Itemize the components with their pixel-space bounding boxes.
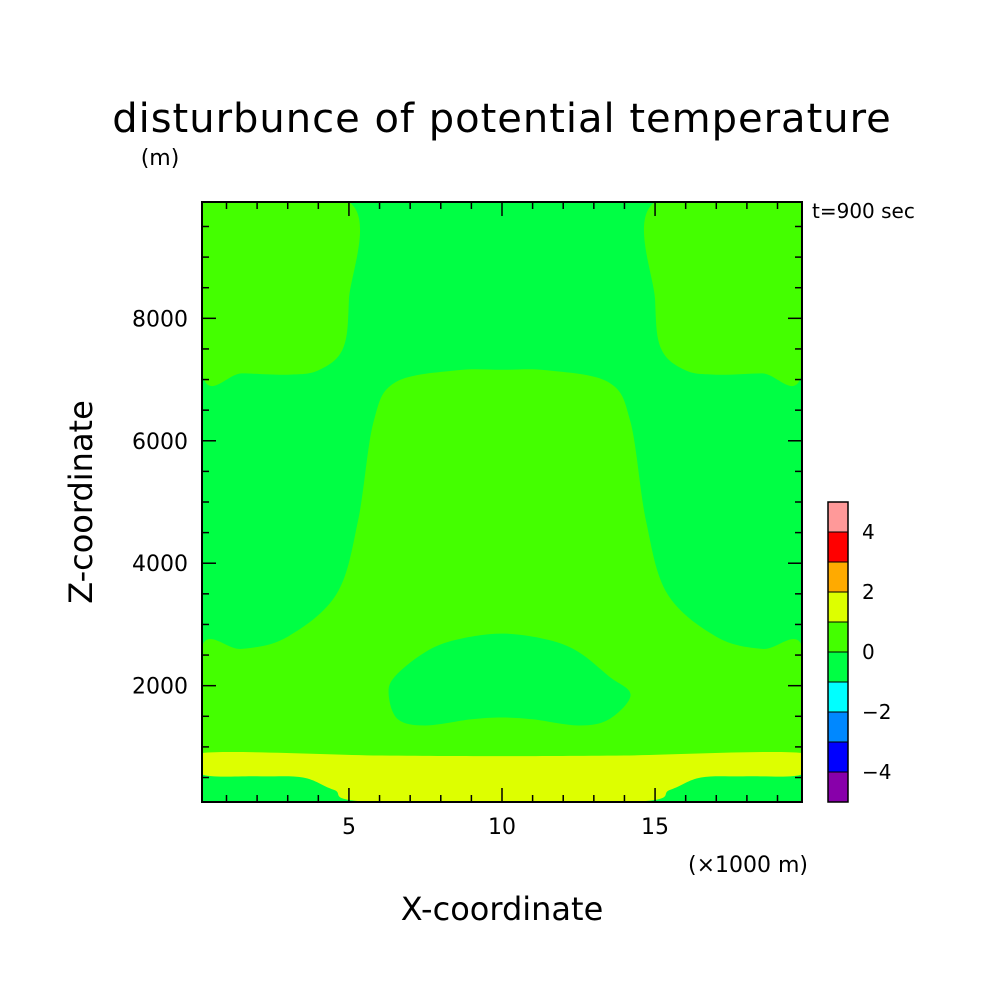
- x-axis-title: X-coordinate: [401, 890, 604, 928]
- colorbar-tick-label: −4: [862, 760, 891, 784]
- colorbar-swatch: [828, 592, 848, 622]
- x-tick-label: 10: [488, 815, 516, 840]
- colorbar-swatch: [828, 742, 848, 772]
- colorbar-swatch: [828, 682, 848, 712]
- contour-regions: [202, 202, 802, 802]
- colorbar-swatch: [828, 712, 848, 742]
- x-tick-label: 5: [342, 815, 356, 840]
- plot-area: [201, 201, 803, 803]
- colorbar-swatch: [828, 622, 848, 652]
- minor-ticks: [202, 202, 802, 802]
- y-axis-title: Z-coordinate: [62, 400, 100, 604]
- z-units-label: (m): [141, 146, 180, 171]
- colorbar: −4 −2 0 2 4: [827, 501, 891, 803]
- y-tick-label: 6000: [132, 430, 188, 455]
- colorbar-swatch: [828, 502, 848, 532]
- x-tick-label: 15: [641, 815, 669, 840]
- y-tick-label: 4000: [132, 552, 188, 577]
- colorbar-swatch: [828, 772, 848, 802]
- colorbar-tick-label: 2: [862, 580, 875, 604]
- contour-region-upper-left: [202, 202, 361, 387]
- colorbar-swatch: [828, 532, 848, 562]
- y-tick-label: 2000: [132, 675, 188, 700]
- contour-region-low-bubble: [388, 633, 631, 726]
- x-axis: 5 10 15: [342, 815, 669, 840]
- colorbar-tick-label: 4: [862, 520, 875, 544]
- contour-region-surface-warm-layer: [202, 752, 802, 802]
- colorbar-tick-label: −2: [862, 700, 891, 724]
- colorbar-swatch: [828, 562, 848, 592]
- contour-region-central-bulge: [202, 369, 802, 770]
- x-units-label: (×1000 m): [688, 853, 808, 878]
- colorbar-tick-label: 0: [862, 640, 875, 664]
- y-tick-label: 8000: [132, 307, 188, 332]
- chart-title: disturbunce of potential temperature: [112, 96, 892, 142]
- contour-region-upper-right: [643, 202, 802, 387]
- time-label: t=900 sec: [812, 199, 915, 223]
- y-axis: 2000 4000 6000 8000: [132, 307, 188, 699]
- colorbar-swatch: [828, 652, 848, 682]
